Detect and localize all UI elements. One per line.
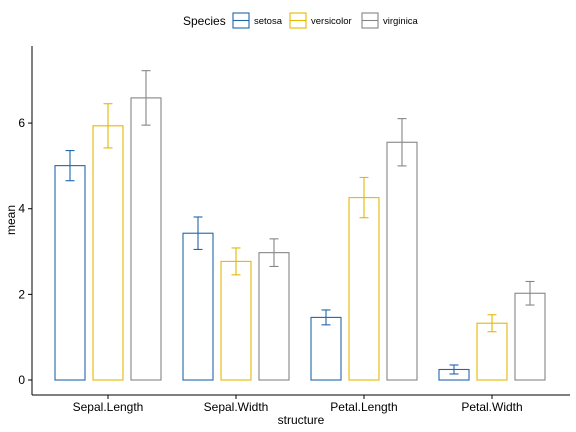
- bar-virginica-petal-width: [514, 292, 546, 381]
- y-tick-label: 6: [18, 116, 25, 130]
- y-axis-ticks: 0 2 4 6: [18, 116, 32, 387]
- plot-area: 0 2 4 6 Sepal.Length Sepal.Width Petal.Length…: [18, 46, 570, 414]
- y-tick-label: 4: [18, 202, 25, 216]
- y-axis-title: mean: [4, 205, 18, 235]
- legend-item-versicolor: versicolor: [289, 12, 352, 29]
- bar-setosa-sepal-width: [182, 232, 214, 381]
- bar-setosa-sepal-length: [54, 165, 86, 381]
- error-bar-versicolor-petal-width: [487, 314, 497, 333]
- bar-versicolor-sepal-width: [220, 260, 252, 381]
- error-bar-setosa-sepal-length: [65, 150, 75, 182]
- x-axis-title: structure: [278, 413, 325, 427]
- legend-label-setosa: setosa: [254, 16, 283, 27]
- x-axis-ticks: Sepal.Length Sepal.Width Petal.Length Petal…: [73, 395, 523, 414]
- legend-label-versicolor: versicolor: [311, 16, 352, 27]
- error-bar-virginica-petal-width: [525, 280, 535, 306]
- bars: [54, 97, 546, 381]
- x-tick-label-sepal-width: Sepal.Width: [204, 400, 269, 414]
- error-bar-setosa-petal-length: [321, 309, 331, 326]
- bar-virginica-sepal-length: [130, 97, 162, 381]
- legend-item-setosa: setosa: [232, 12, 283, 29]
- legend: Species setosa versicolor virginica: [183, 12, 419, 29]
- error-bar-virginica-petal-length: [397, 118, 407, 167]
- y-tick-label: 0: [18, 373, 25, 387]
- bar-versicolor-petal-length: [348, 197, 380, 381]
- bar-versicolor-sepal-length: [92, 125, 124, 381]
- x-tick-label-petal-width: Petal.Width: [461, 400, 522, 414]
- legend-title: Species: [183, 14, 226, 28]
- error-bar-virginica-sepal-length: [141, 70, 151, 126]
- legend-label-virginica: virginica: [383, 16, 419, 27]
- bar-setosa-petal-length: [310, 316, 342, 381]
- error-bar-versicolor-sepal-length: [103, 103, 113, 149]
- x-tick-label-sepal-length: Sepal.Length: [73, 400, 144, 414]
- error-bar-setosa-sepal-width: [193, 216, 203, 250]
- error-bar-virginica-sepal-width: [269, 238, 279, 267]
- x-tick-label-petal-length: Petal.Length: [330, 400, 397, 414]
- legend-items: setosa versicolor virginica: [232, 12, 419, 29]
- error-bar-versicolor-sepal-width: [231, 247, 241, 276]
- error-bar-setosa-petal-width: [449, 364, 459, 375]
- legend-item-virginica: virginica: [361, 12, 419, 29]
- bar-virginica-sepal-width: [258, 252, 290, 381]
- error-bar-versicolor-petal-length: [359, 176, 369, 219]
- error-bars: [65, 70, 535, 375]
- y-tick-label: 2: [18, 287, 25, 301]
- bar-virginica-petal-length: [386, 141, 418, 381]
